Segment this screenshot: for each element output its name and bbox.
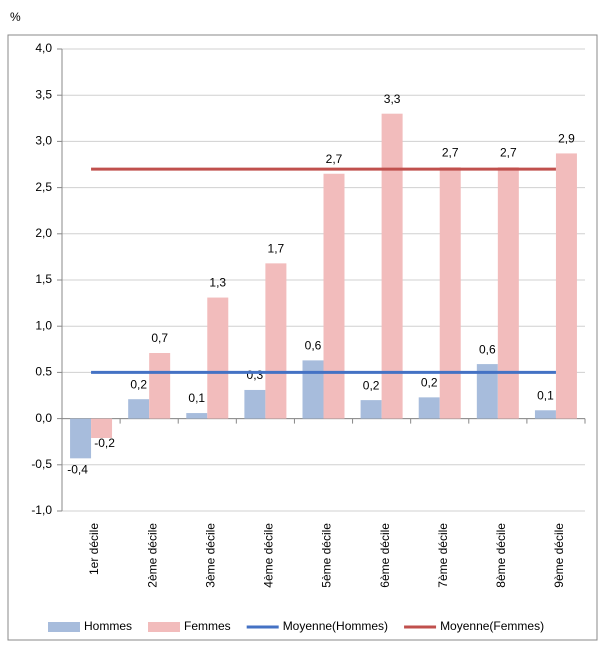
legend-swatch	[148, 622, 181, 632]
chart-frame	[7, 34, 598, 641]
bar	[70, 418, 92, 459]
legend-swatch	[48, 622, 80, 632]
bar	[265, 263, 287, 419]
bar	[555, 153, 577, 419]
y-tick-label: -0,5	[31, 457, 52, 471]
y-tick-label: -1,0	[31, 503, 52, 517]
bar	[186, 413, 208, 419]
data-label: 0,3	[247, 368, 264, 382]
x-tick-label: 3ème décile	[203, 523, 217, 588]
legend-label: Moyenne(Femmes)	[440, 619, 544, 633]
x-tick-label: 4ème décile	[262, 523, 276, 588]
legend-label: Femmes	[184, 619, 231, 633]
x-tick-label: 7ème décile	[436, 523, 450, 588]
y-tick-label: 3,5	[35, 87, 52, 101]
y-tick-label: 0,0	[35, 411, 52, 425]
bar	[360, 400, 382, 419]
bar	[476, 364, 498, 419]
data-label: 0,6	[479, 342, 496, 356]
bar	[207, 297, 229, 419]
y-tick-label: 3,0	[35, 134, 52, 148]
y-tick-label: 1,0	[35, 318, 52, 332]
x-tick-label: 9ème décile	[552, 523, 566, 588]
bar	[128, 399, 150, 419]
legend-label: Hommes	[84, 619, 132, 633]
data-label: 0,6	[305, 339, 322, 353]
x-tick-label: 2ème décile	[145, 523, 159, 588]
bar	[302, 360, 324, 419]
x-tick-label: 1er décile	[87, 523, 101, 575]
data-label: 2,9	[558, 132, 575, 146]
y-tick-label: 0.5	[35, 365, 52, 379]
data-label: 1,3	[209, 276, 226, 290]
bar	[439, 167, 461, 419]
data-label: 3,3	[384, 92, 401, 106]
data-label: -0,2	[94, 436, 115, 450]
bar	[323, 173, 345, 419]
data-label: 2,7	[442, 145, 459, 159]
data-label: 0,2	[130, 377, 147, 391]
x-tick-label: 5ème décile	[320, 523, 334, 588]
data-label: 0,7	[151, 331, 168, 345]
bar	[497, 167, 519, 419]
y-tick-label: 2,0	[35, 226, 52, 240]
bar	[244, 389, 266, 419]
bar	[149, 352, 171, 419]
data-label: 0,2	[363, 378, 380, 392]
data-label: 2,7	[326, 152, 343, 166]
x-tick-label: 8ème décile	[494, 523, 508, 588]
x-tick-label: 6ème décile	[378, 523, 392, 588]
data-label: -0,4	[67, 463, 88, 477]
y-tick-label: 4,0	[35, 41, 52, 55]
data-label: 1,7	[268, 242, 285, 256]
bar	[418, 397, 440, 419]
data-label: 0,1	[188, 391, 205, 405]
bar	[91, 418, 113, 439]
bar	[534, 410, 556, 419]
bar	[381, 113, 403, 419]
y-axis-label: %	[10, 10, 21, 24]
y-tick-label: 2,5	[35, 180, 52, 194]
y-tick-label: 1,5	[35, 272, 52, 286]
data-label: 0,2	[421, 376, 438, 390]
data-label: 2,7	[500, 145, 517, 159]
legend-label: Moyenne(Hommes)	[283, 619, 388, 633]
data-label: 0,1	[537, 388, 554, 402]
